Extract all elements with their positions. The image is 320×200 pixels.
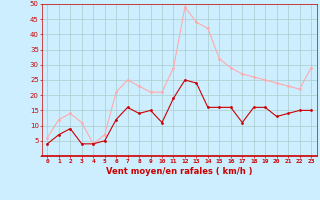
X-axis label: Vent moyen/en rafales ( km/h ): Vent moyen/en rafales ( km/h ) — [106, 167, 252, 176]
